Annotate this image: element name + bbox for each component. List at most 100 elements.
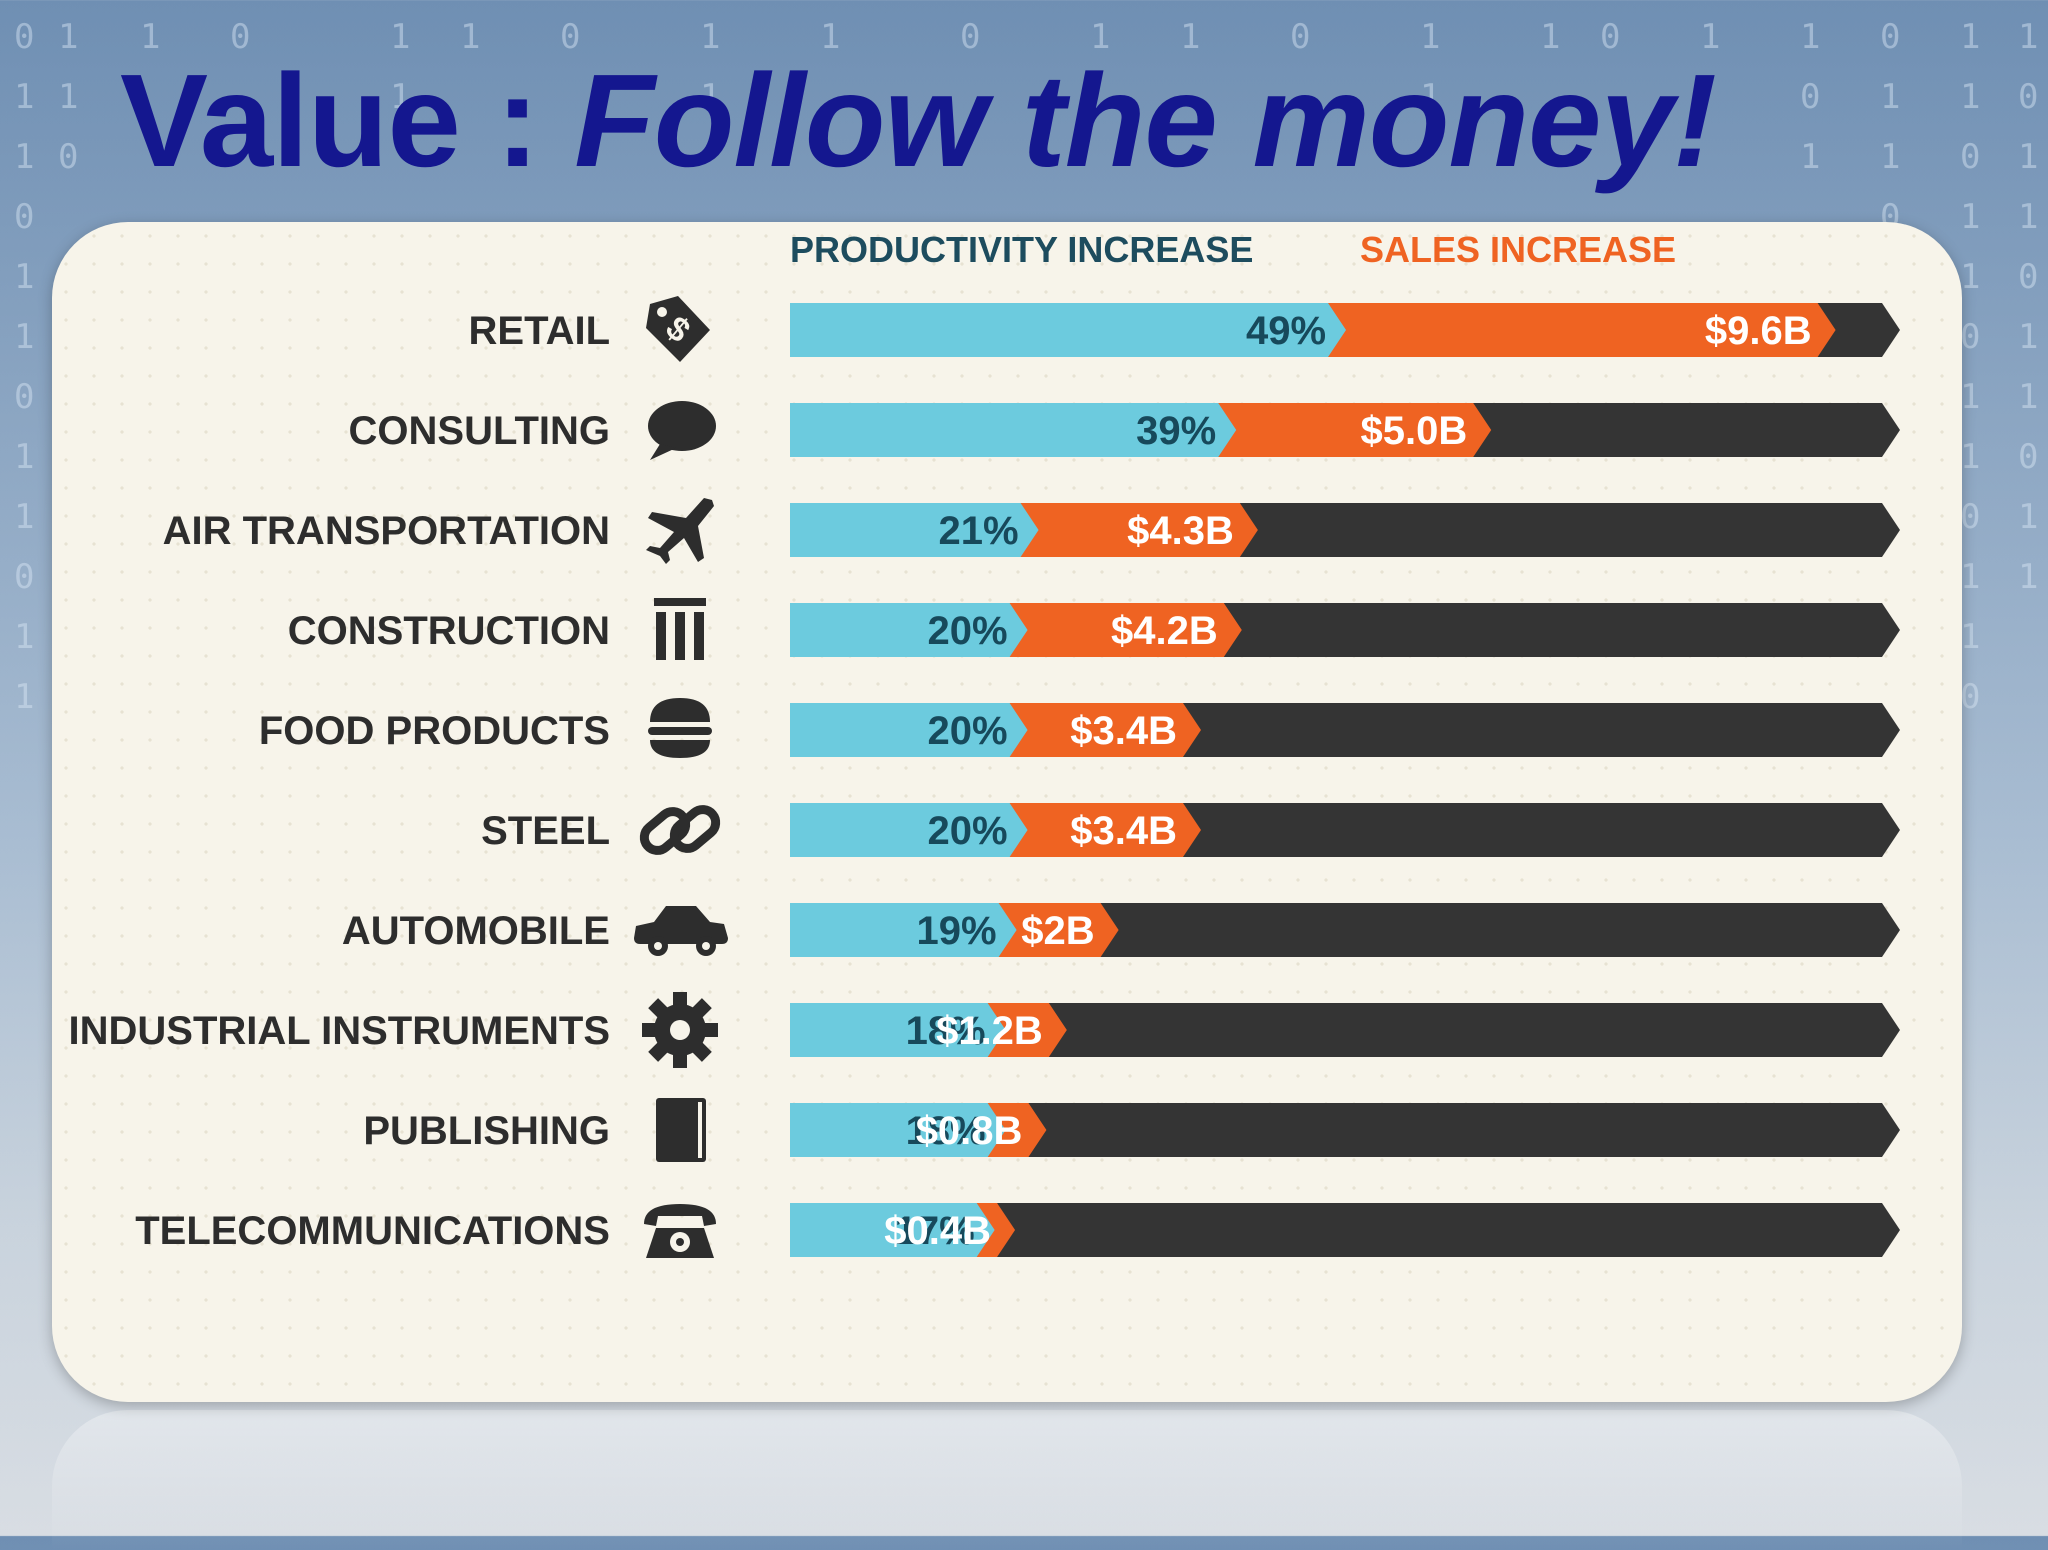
binary-digit: 1 xyxy=(58,17,78,57)
binary-digit: 0 xyxy=(1800,77,1820,117)
category-label: TELECOMMUNICATIONS xyxy=(135,1209,610,1253)
binary-digit: 1 xyxy=(1960,617,1980,657)
binary-digit: 1 xyxy=(2018,557,2038,597)
chart-row: TELECOMMUNICATIONS 17%$0.4B xyxy=(135,1203,1900,1258)
title-main: Value : xyxy=(120,47,575,194)
binary-digit: 1 xyxy=(14,437,34,477)
panel-reflection xyxy=(52,1410,1962,1550)
productivity-value-label: 20% xyxy=(928,709,1008,753)
legend-productivity: PRODUCTIVITY INCREASE xyxy=(790,229,1253,270)
binary-digit: 0 xyxy=(1960,137,1980,177)
airplane-icon xyxy=(646,498,714,564)
title-subtitle: Follow the money! xyxy=(574,47,1717,194)
binary-digit: 1 xyxy=(1700,17,1720,57)
binary-digit: 1 xyxy=(14,617,34,657)
binary-digit: 0 xyxy=(1960,677,1980,717)
chart-row: INDUSTRIAL INSTRUMENTS 18%$1.2B xyxy=(69,992,1900,1068)
binary-digit: 1 xyxy=(1960,17,1980,57)
productivity-value-label: 19% xyxy=(917,909,997,953)
binary-digit: 1 xyxy=(1090,17,1110,57)
sales-value-label: $5.0B xyxy=(1360,409,1467,453)
sales-value-label: $3.4B xyxy=(1070,709,1177,753)
category-label: CONSTRUCTION xyxy=(288,609,610,653)
stacked-bar-chart: PRODUCTIVITY INCREASE SALES INCREASE RETA… xyxy=(69,229,1900,1258)
binary-digit: 0 xyxy=(960,17,980,57)
binary-digit: 1 xyxy=(1960,377,1980,417)
binary-digit: 1 xyxy=(390,17,410,57)
binary-digit: 1 xyxy=(58,77,78,117)
productivity-value-label: 39% xyxy=(1136,409,1216,453)
chart-row: STEEL 20% $3.4B xyxy=(481,803,1900,857)
book-icon xyxy=(656,1098,706,1162)
binary-digit: 1 xyxy=(140,17,160,57)
category-label: FOOD PRODUCTS xyxy=(259,709,610,753)
binary-digit: 1 xyxy=(1960,77,1980,117)
binary-digit: 1 xyxy=(2018,317,2038,357)
legend-sales: SALES INCREASE xyxy=(1360,229,1676,270)
telephone-icon xyxy=(644,1204,716,1258)
chart-row: PUBLISHING 18%$0.8B xyxy=(363,1098,1900,1162)
binary-digit: 0 xyxy=(1960,497,1980,537)
binary-digit: 0 xyxy=(14,197,34,237)
productivity-bar xyxy=(790,1203,995,1257)
binary-digit: 0 xyxy=(2018,257,2038,297)
productivity-value-label: 21% xyxy=(939,509,1019,553)
binary-digit: 1 xyxy=(820,17,840,57)
category-label: RETAIL xyxy=(469,309,610,353)
price-tag-icon: $ xyxy=(646,296,710,362)
remainder-bar xyxy=(790,1103,1900,1157)
binary-digit: 1 xyxy=(1880,137,1900,177)
binary-digit: 1 xyxy=(14,317,34,357)
sales-value-label: $0.8B xyxy=(916,1109,1023,1153)
car-icon xyxy=(634,906,728,956)
binary-digit: 1 xyxy=(14,77,34,117)
binary-digit: 1 xyxy=(1180,17,1200,57)
chart-row: CONSULTING 39% $5.0B xyxy=(349,401,1900,460)
binary-digit: 1 xyxy=(2018,377,2038,417)
sales-value-label: $1.2B xyxy=(936,1009,1043,1053)
binary-digit: 0 xyxy=(1290,17,1310,57)
productivity-value-label: 18% xyxy=(906,1109,986,1153)
productivity-bar xyxy=(790,1103,1006,1157)
binary-digit: 1 xyxy=(1880,77,1900,117)
binary-digit: 1 xyxy=(1960,437,1980,477)
productivity-bar xyxy=(790,803,1028,857)
productivity-bar xyxy=(790,403,1237,457)
binary-digit: 1 xyxy=(2018,17,2038,57)
binary-digit: 1 xyxy=(1540,17,1560,57)
sales-value-label: $2B xyxy=(1021,909,1094,953)
binary-digit: 1 xyxy=(1800,17,1820,57)
binary-digit: 1 xyxy=(1420,17,1440,57)
binary-digit: 1 xyxy=(2018,137,2038,177)
binary-digit: 1 xyxy=(1800,137,1820,177)
binary-digit: 1 xyxy=(1960,257,1980,297)
gear-icon xyxy=(642,992,718,1068)
binary-digit: 0 xyxy=(2018,437,2038,477)
binary-digit: 1 xyxy=(460,17,480,57)
binary-digit: 1 xyxy=(2018,197,2038,237)
binary-digit: 0 xyxy=(1600,17,1620,57)
productivity-bar xyxy=(790,903,1017,957)
binary-digit: 1 xyxy=(14,677,34,717)
sales-value-label: $4.3B xyxy=(1127,509,1234,553)
chain-link-icon xyxy=(639,805,721,855)
category-label: AUTOMOBILE xyxy=(342,909,610,953)
sales-value-label: $0.4B xyxy=(884,1209,991,1253)
productivity-bar xyxy=(790,303,1347,357)
binary-digit: 0 xyxy=(1880,17,1900,57)
productivity-bar xyxy=(790,503,1039,557)
sales-value-label: $3.4B xyxy=(1070,809,1177,853)
productivity-value-label: 20% xyxy=(928,809,1008,853)
productivity-bar xyxy=(790,703,1028,757)
category-label: STEEL xyxy=(481,809,610,853)
binary-digit: 1 xyxy=(1960,197,1980,237)
binary-digit: 0 xyxy=(560,17,580,57)
chart-row: FOOD PRODUCTS 20% $3.4B xyxy=(259,698,1900,758)
binary-digit: 0 xyxy=(1960,317,1980,357)
binary-digit: 1 xyxy=(1420,77,1440,117)
category-label: CONSULTING xyxy=(349,409,610,453)
binary-digit: 1 xyxy=(14,497,34,537)
productivity-value-label: 17% xyxy=(895,1209,975,1253)
remainder-bar xyxy=(790,1203,1900,1257)
